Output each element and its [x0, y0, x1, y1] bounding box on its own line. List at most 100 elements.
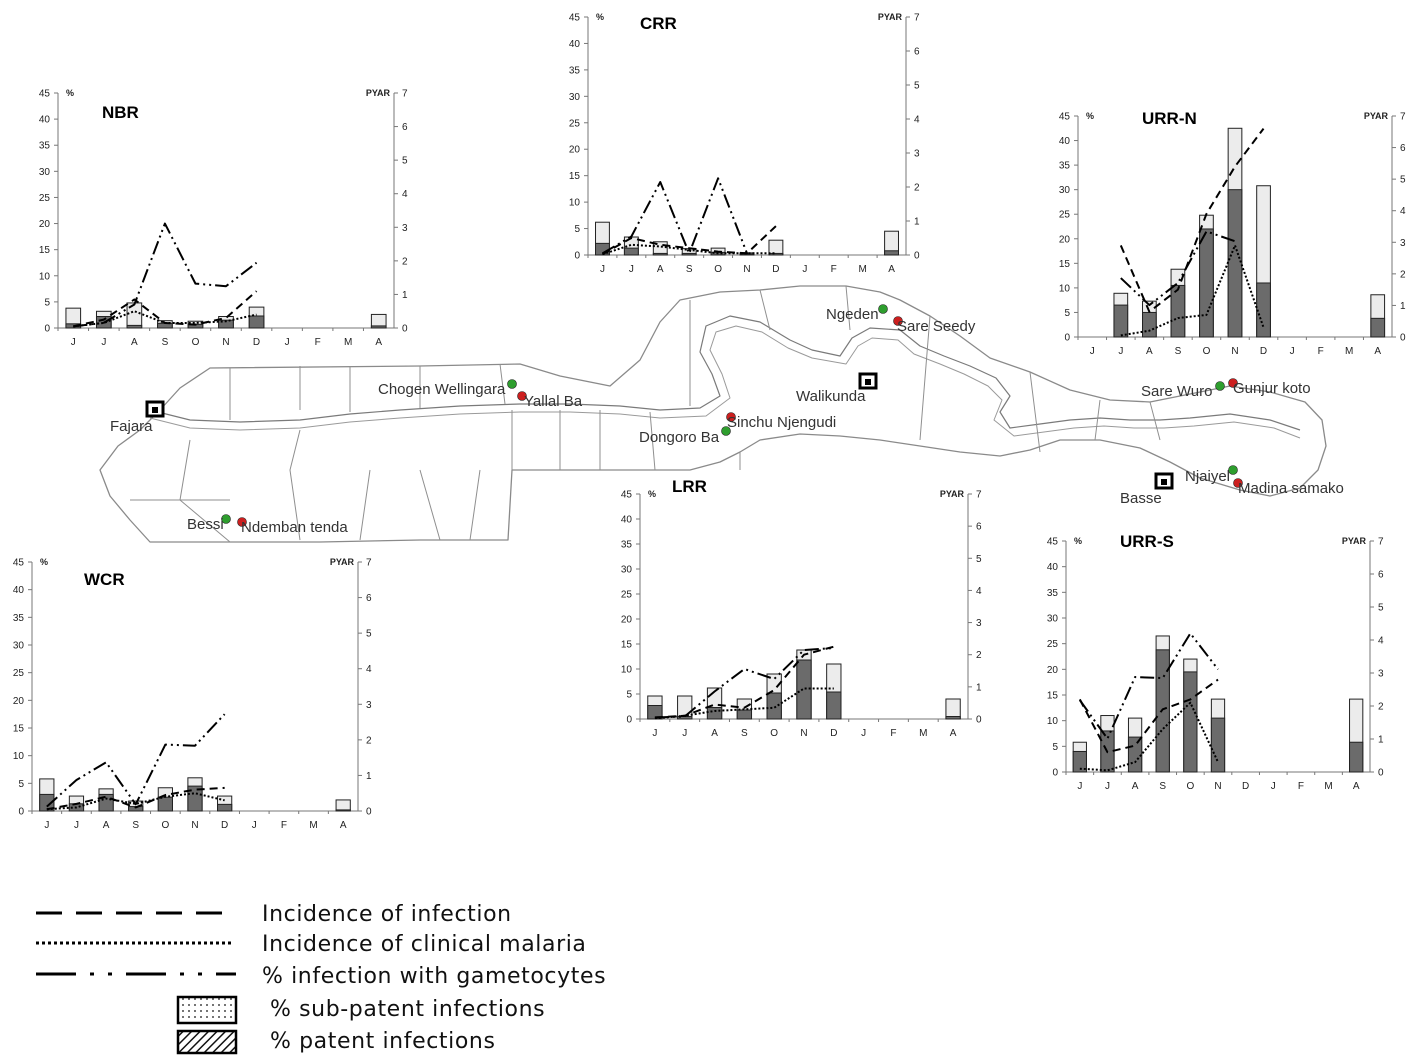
- chart-crr-xtick-label: J: [629, 264, 634, 275]
- chart-urr-s-line-gametocytes: [1079, 632, 1219, 740]
- chart-lrr-xtick-label: S: [741, 728, 748, 739]
- chart-urr-s-xtick-label: D: [1242, 781, 1249, 792]
- chart-lrr-y2tick-label: 0: [976, 715, 982, 726]
- chart-lrr-ytick-label: 15: [621, 640, 633, 651]
- village-label-njaiyel: Njaiyel: [1185, 468, 1230, 485]
- town-label-basse: Basse: [1120, 490, 1162, 507]
- chart-lrr-xtick-label: A: [711, 728, 718, 739]
- chart-urr-n-xtick-label: N: [1231, 346, 1238, 357]
- village-dot-bessi: [221, 514, 231, 524]
- village-dot-sareseedy: [893, 316, 903, 326]
- chart-lrr-y2tick-label: 5: [976, 554, 982, 565]
- chart-urr-s-xtick-label: M: [1324, 781, 1332, 792]
- chart-lrr-xtick-label: M: [919, 728, 927, 739]
- chart-wcr-ytick-label: 20: [13, 696, 25, 707]
- chart-nbr-xtick-label: J: [285, 337, 290, 348]
- chart-wcr-ytick-label: 30: [13, 641, 25, 652]
- chart-nbr-xtick-label: S: [162, 337, 169, 348]
- chart-crr-ytick-label: 20: [569, 145, 581, 156]
- chart-urr-s-ytick-label: 45: [1047, 537, 1059, 548]
- chart-lrr-bar-patent: [647, 705, 663, 720]
- chart-urr-s-ytick-label: 25: [1047, 639, 1059, 650]
- chart-crr-bar-patent: [652, 252, 668, 256]
- chart-lrr-xtick-label: J: [652, 728, 657, 739]
- chart-urr-s-xtick-label: A: [1132, 781, 1139, 792]
- chart-urr-s-xtick-label: S: [1159, 781, 1166, 792]
- village-label-dongoro: Dongoro Ba: [639, 429, 720, 446]
- chart-crr-xtick-label: O: [714, 264, 722, 275]
- chart-crr-xtick-label: S: [686, 264, 693, 275]
- chart-nbr-ytick-label: 15: [39, 245, 51, 256]
- chart-crr-y2tick-label: 5: [914, 81, 920, 92]
- chart-crr-y2tick-label: 1: [914, 217, 920, 228]
- chart-nbr-xtick-label: A: [375, 337, 382, 348]
- town-icon-core-basse: [1161, 479, 1167, 485]
- chart-wcr-ytick-label: 10: [13, 751, 25, 762]
- chart-wcr-y2tick-label: 6: [366, 593, 372, 604]
- chart-urr-s-ytick-label: 5: [1052, 742, 1058, 753]
- chart-wcr-bar-patent: [217, 803, 233, 812]
- chart-urr-n-ytick-label: 30: [1059, 185, 1071, 196]
- chart-urr-n-y2tick-label: 0: [1400, 333, 1406, 344]
- chart-urr-s-ytick-label: 20: [1047, 665, 1059, 676]
- chart-urr-n-bar-patent: [1370, 317, 1386, 338]
- chart-lrr-xtick-label: F: [890, 728, 896, 739]
- chart-urr-n-left-unit: %: [1086, 111, 1094, 121]
- chart-crr-xtick-label: J: [600, 264, 605, 275]
- chart-nbr-xtick-label: N: [222, 337, 229, 348]
- chart-nbr-title: NBR: [102, 103, 139, 122]
- chart-urr-s-ytick-label: 10: [1047, 716, 1059, 727]
- chart-urr-n-bar-patent: [1170, 284, 1186, 338]
- chart-crr-ytick-label: 10: [569, 198, 581, 209]
- chart-nbr-ytick-label: 30: [39, 167, 51, 178]
- chart-nbr-ytick-label: 20: [39, 219, 51, 230]
- village-dot-dongoro: [721, 426, 731, 436]
- chart-urr-s-line-infection: [1078, 678, 1219, 754]
- chart-wcr-ytick-label: 5: [18, 779, 24, 790]
- chart-lrr-ytick-label: 45: [621, 490, 633, 501]
- village-dot-sarewuro: [1215, 381, 1225, 391]
- chart-urr-s-right-unit: PYAR: [1342, 536, 1367, 546]
- chart-crr-ytick-label: 0: [574, 251, 580, 262]
- village-label-chogen: Chogen Wellingara: [378, 381, 506, 398]
- chart-crr-line-clinical: [602, 243, 776, 256]
- chart-urr-s-title: URR-S: [1120, 532, 1174, 551]
- chart-wcr-ytick-label: 0: [18, 807, 24, 818]
- village-label-sarewuro: Sare Wuro: [1141, 383, 1212, 400]
- chart-nbr-right-unit: PYAR: [366, 88, 391, 98]
- chart-nbr-y2tick-label: 6: [402, 122, 408, 133]
- chart-urr-s-y2tick-label: 5: [1378, 603, 1384, 614]
- village-dot-ngeden: [878, 304, 888, 314]
- legend: Incidence of infection Incidence of clin…: [36, 902, 606, 1055]
- chart-nbr-xtick-label: A: [131, 337, 138, 348]
- chart-urr-n-ytick-label: 0: [1064, 333, 1070, 344]
- map-district-lines: [130, 285, 1161, 543]
- chart-wcr-ytick-label: 40: [13, 585, 25, 596]
- chart-nbr-ytick-label: 35: [39, 141, 51, 152]
- chart-urr-n-ytick-label: 25: [1059, 210, 1071, 221]
- chart-wcr-y2tick-label: 0: [366, 807, 372, 818]
- chart-urr-s-y2tick-label: 0: [1378, 768, 1384, 779]
- chart-lrr-bar-patent: [706, 707, 723, 720]
- town-label-walikunda: Walikunda: [796, 388, 866, 405]
- town-icon-core-fajara: [152, 407, 158, 413]
- chart-urr-s-xtick-label: F: [1298, 781, 1304, 792]
- gambia-map: [99, 285, 1327, 543]
- chart-crr-bar-patent: [884, 250, 899, 256]
- chart-lrr-bar-patent: [796, 659, 812, 720]
- chart-lrr-y2tick-label: 2: [976, 650, 982, 661]
- chart-urr-s-bar-patent: [1072, 750, 1087, 773]
- chart-lrr-y2tick-label: 1: [976, 682, 982, 693]
- chart-urr-n-y2tick-label: 7: [1400, 112, 1406, 123]
- chart-wcr-bar-patent: [187, 785, 203, 812]
- chart-urr-n-y2tick-label: 6: [1400, 143, 1406, 154]
- chart-urr-s-xtick-label: A: [1353, 781, 1360, 792]
- chart-lrr-bar-patent: [945, 716, 961, 720]
- chart-wcr-y2tick-label: 3: [366, 700, 372, 711]
- village-label-gunjur: Gunjur koto: [1233, 380, 1311, 397]
- chart-nbr-xtick-label: F: [315, 337, 321, 348]
